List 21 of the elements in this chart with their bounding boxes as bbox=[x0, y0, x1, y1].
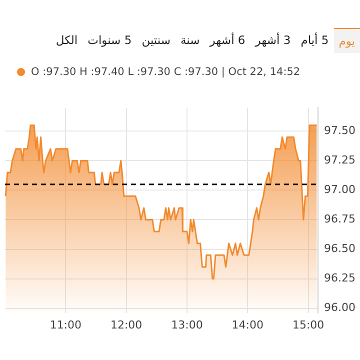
x-tick-label: 11:00 bbox=[50, 318, 82, 332]
x-tick-label: 15:00 bbox=[292, 318, 324, 332]
y-tick-label: 96.50 bbox=[324, 242, 356, 256]
text: سنتين bbox=[140, 32, 172, 49]
x-tick-label: 14:00 bbox=[232, 318, 264, 332]
text: 5 سنوات bbox=[86, 32, 133, 49]
x-tick-label: 12:00 bbox=[110, 318, 142, 332]
x-tick-label: 13:00 bbox=[171, 318, 203, 332]
y-tick-label: 96.00 bbox=[324, 301, 356, 314]
text: 5 أيام bbox=[300, 32, 330, 49]
text: 3 أشهر bbox=[254, 32, 292, 49]
y-tick-label: 97.00 bbox=[324, 183, 356, 196]
y-tick-label: 96.75 bbox=[324, 212, 356, 226]
text: الكل bbox=[54, 32, 79, 49]
text: يوم bbox=[334, 28, 360, 53]
text: 6 أشهر bbox=[208, 32, 246, 49]
text: سنة bbox=[180, 32, 201, 49]
y-tick-label: 96.25 bbox=[324, 272, 356, 285]
y-tick-label: 97.25 bbox=[324, 154, 356, 167]
y-tick-label: 97.50 bbox=[324, 124, 356, 138]
chart-subtitle: O :97.30 H :97.40 L :97.30 C :97.30 | Oct 22, 14:52 bbox=[31, 66, 300, 78]
